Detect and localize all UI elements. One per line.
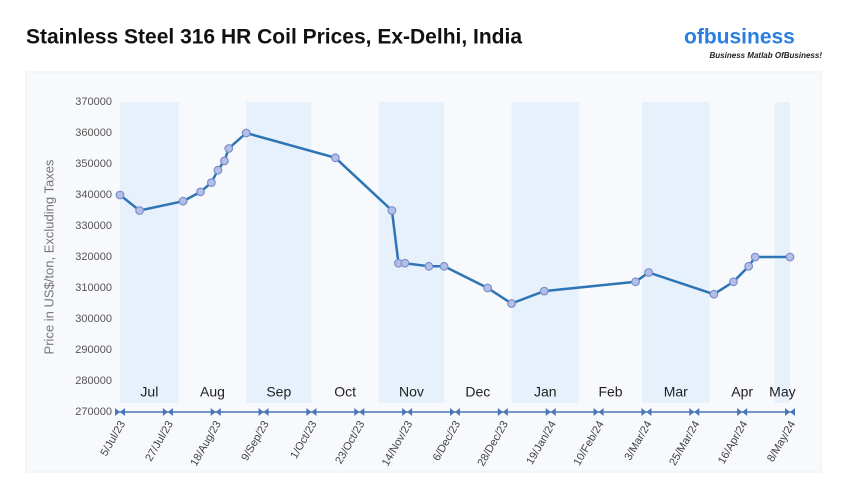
x-tick xyxy=(354,408,365,416)
x-tick xyxy=(785,408,795,416)
y-tick-label: 300000 xyxy=(75,313,112,325)
y-tick-label: 370000 xyxy=(75,96,112,108)
x-tick xyxy=(545,408,556,416)
y-axis-label: Price in US$/ton, Excluding Taxes xyxy=(41,159,56,354)
x-tick xyxy=(737,408,748,416)
x-tick xyxy=(593,408,604,416)
month-band xyxy=(120,102,179,403)
data-point xyxy=(507,299,516,308)
y-tick-label: 280000 xyxy=(75,375,112,387)
data-point xyxy=(785,252,795,262)
month-band xyxy=(511,102,579,403)
month-label: Sep xyxy=(266,384,291,400)
month-label: Oct xyxy=(334,384,356,400)
data-point xyxy=(483,283,493,293)
x-tick xyxy=(641,408,652,416)
data-point xyxy=(750,252,760,262)
data-point xyxy=(135,206,144,215)
month-label: Apr xyxy=(731,384,753,400)
x-tick xyxy=(306,408,317,416)
data-point xyxy=(439,261,449,271)
month-label: Jan xyxy=(534,384,557,400)
data-point xyxy=(213,165,223,175)
chart-title: Stainless Steel 316 HR Coil Prices, Ex-D… xyxy=(26,26,522,49)
y-tick-label: 330000 xyxy=(75,220,112,232)
month-band xyxy=(378,102,445,403)
data-point xyxy=(631,277,640,287)
month-label: May xyxy=(769,384,795,400)
x-tick xyxy=(402,408,413,416)
data-point xyxy=(709,289,719,299)
data-point xyxy=(224,144,234,153)
month-label: Nov xyxy=(399,384,424,400)
data-point xyxy=(241,128,251,138)
data-point xyxy=(744,261,754,271)
data-point xyxy=(729,277,738,287)
month-label: Dec xyxy=(465,384,490,400)
data-point xyxy=(206,178,216,188)
x-tick xyxy=(210,408,221,416)
x-tick xyxy=(115,408,125,416)
month-label: Feb xyxy=(598,384,622,400)
month-band xyxy=(774,102,790,403)
data-point xyxy=(387,206,397,215)
y-tick-label: 320000 xyxy=(75,251,112,263)
y-tick-label: 360000 xyxy=(75,127,112,139)
brand-tagline: Business Matlab OfBusiness! xyxy=(710,51,823,60)
x-tick xyxy=(497,408,508,416)
data-point xyxy=(115,190,125,200)
month-label: Mar xyxy=(664,384,688,400)
month-label: Aug xyxy=(200,384,225,400)
data-point xyxy=(330,153,340,163)
y-tick-label: 290000 xyxy=(75,344,112,356)
data-point xyxy=(644,268,654,277)
month-label: Jul xyxy=(140,384,158,400)
y-tick-label: 310000 xyxy=(75,282,112,294)
data-point xyxy=(196,187,205,197)
month-band xyxy=(642,102,710,403)
x-tick xyxy=(689,408,700,416)
data-point xyxy=(220,156,229,166)
brand-name: ofbusiness xyxy=(684,26,795,49)
x-tick xyxy=(258,408,269,416)
x-tick xyxy=(162,408,173,416)
y-tick-label: 270000 xyxy=(75,406,112,418)
data-point xyxy=(178,196,188,206)
y-tick-label: 340000 xyxy=(75,189,112,201)
data-point xyxy=(424,261,434,271)
data-point xyxy=(400,258,410,268)
data-point xyxy=(539,286,549,296)
y-tick-label: 350000 xyxy=(75,158,112,170)
x-tick xyxy=(450,408,460,416)
month-band xyxy=(246,102,312,403)
